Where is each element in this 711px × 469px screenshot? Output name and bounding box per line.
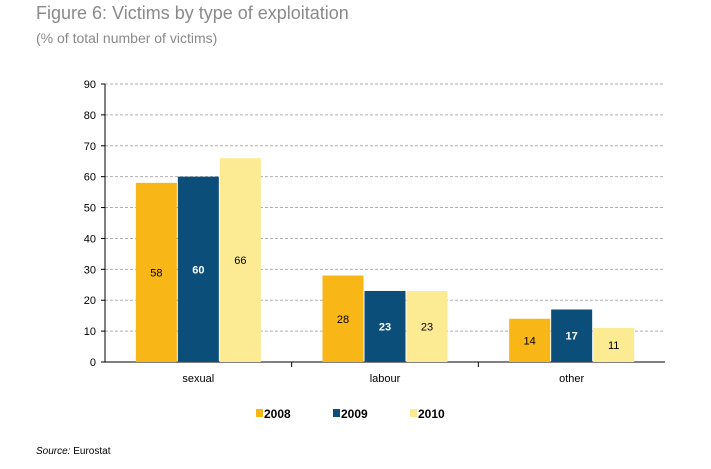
bar-2010-other [593,328,635,362]
data-label: 28 [337,314,349,326]
data-label: 23 [379,321,391,333]
y-tick-label: 40 [84,233,96,245]
y-tick-label: 0 [90,357,96,369]
bar-2009-other [551,309,593,362]
x-tick-label: sexual [182,373,214,385]
bar-2009-labour [364,290,406,362]
source-label: Source: [36,446,71,457]
bar-2010-labour [406,290,448,362]
legend-swatch [410,409,417,417]
y-tick-label: 90 [84,79,96,91]
y-tick-label: 20 [84,295,96,307]
bar-2008-other [509,318,551,362]
source-value: Eurostat [73,446,111,457]
y-tick-label: 10 [84,326,96,338]
legend-swatch [333,409,340,417]
y-tick-label: 80 [84,110,96,122]
x-tick-label: other [559,373,584,385]
data-label: 23 [421,321,433,333]
legend-label: 2010 [418,407,445,421]
chart-title: Figure 6: Victims by type of exploitatio… [36,3,349,23]
bar-2008-labour [322,275,364,362]
data-label: 60 [192,264,204,276]
data-label: 66 [234,255,246,267]
x-tick-label: labour [370,373,401,385]
source-note: Source: Eurostat [36,446,111,457]
data-label: 14 [524,335,536,347]
data-label: 17 [566,331,578,343]
data-label: 11 [608,340,619,352]
legend-swatch [256,409,263,417]
legend-label: 2008 [264,407,291,421]
bar-2009-sexual [177,176,219,362]
bar-2008-sexual [135,182,177,362]
y-tick-label: 60 [84,172,96,184]
legend-label: 2009 [341,407,368,421]
y-tick-label: 70 [84,141,96,153]
y-tick-label: 50 [84,203,96,215]
chart-subtitle: (% of total number of victims) [36,30,218,46]
bar-2010-sexual [219,158,261,362]
data-label: 58 [150,267,162,279]
y-tick-label: 30 [84,264,96,276]
